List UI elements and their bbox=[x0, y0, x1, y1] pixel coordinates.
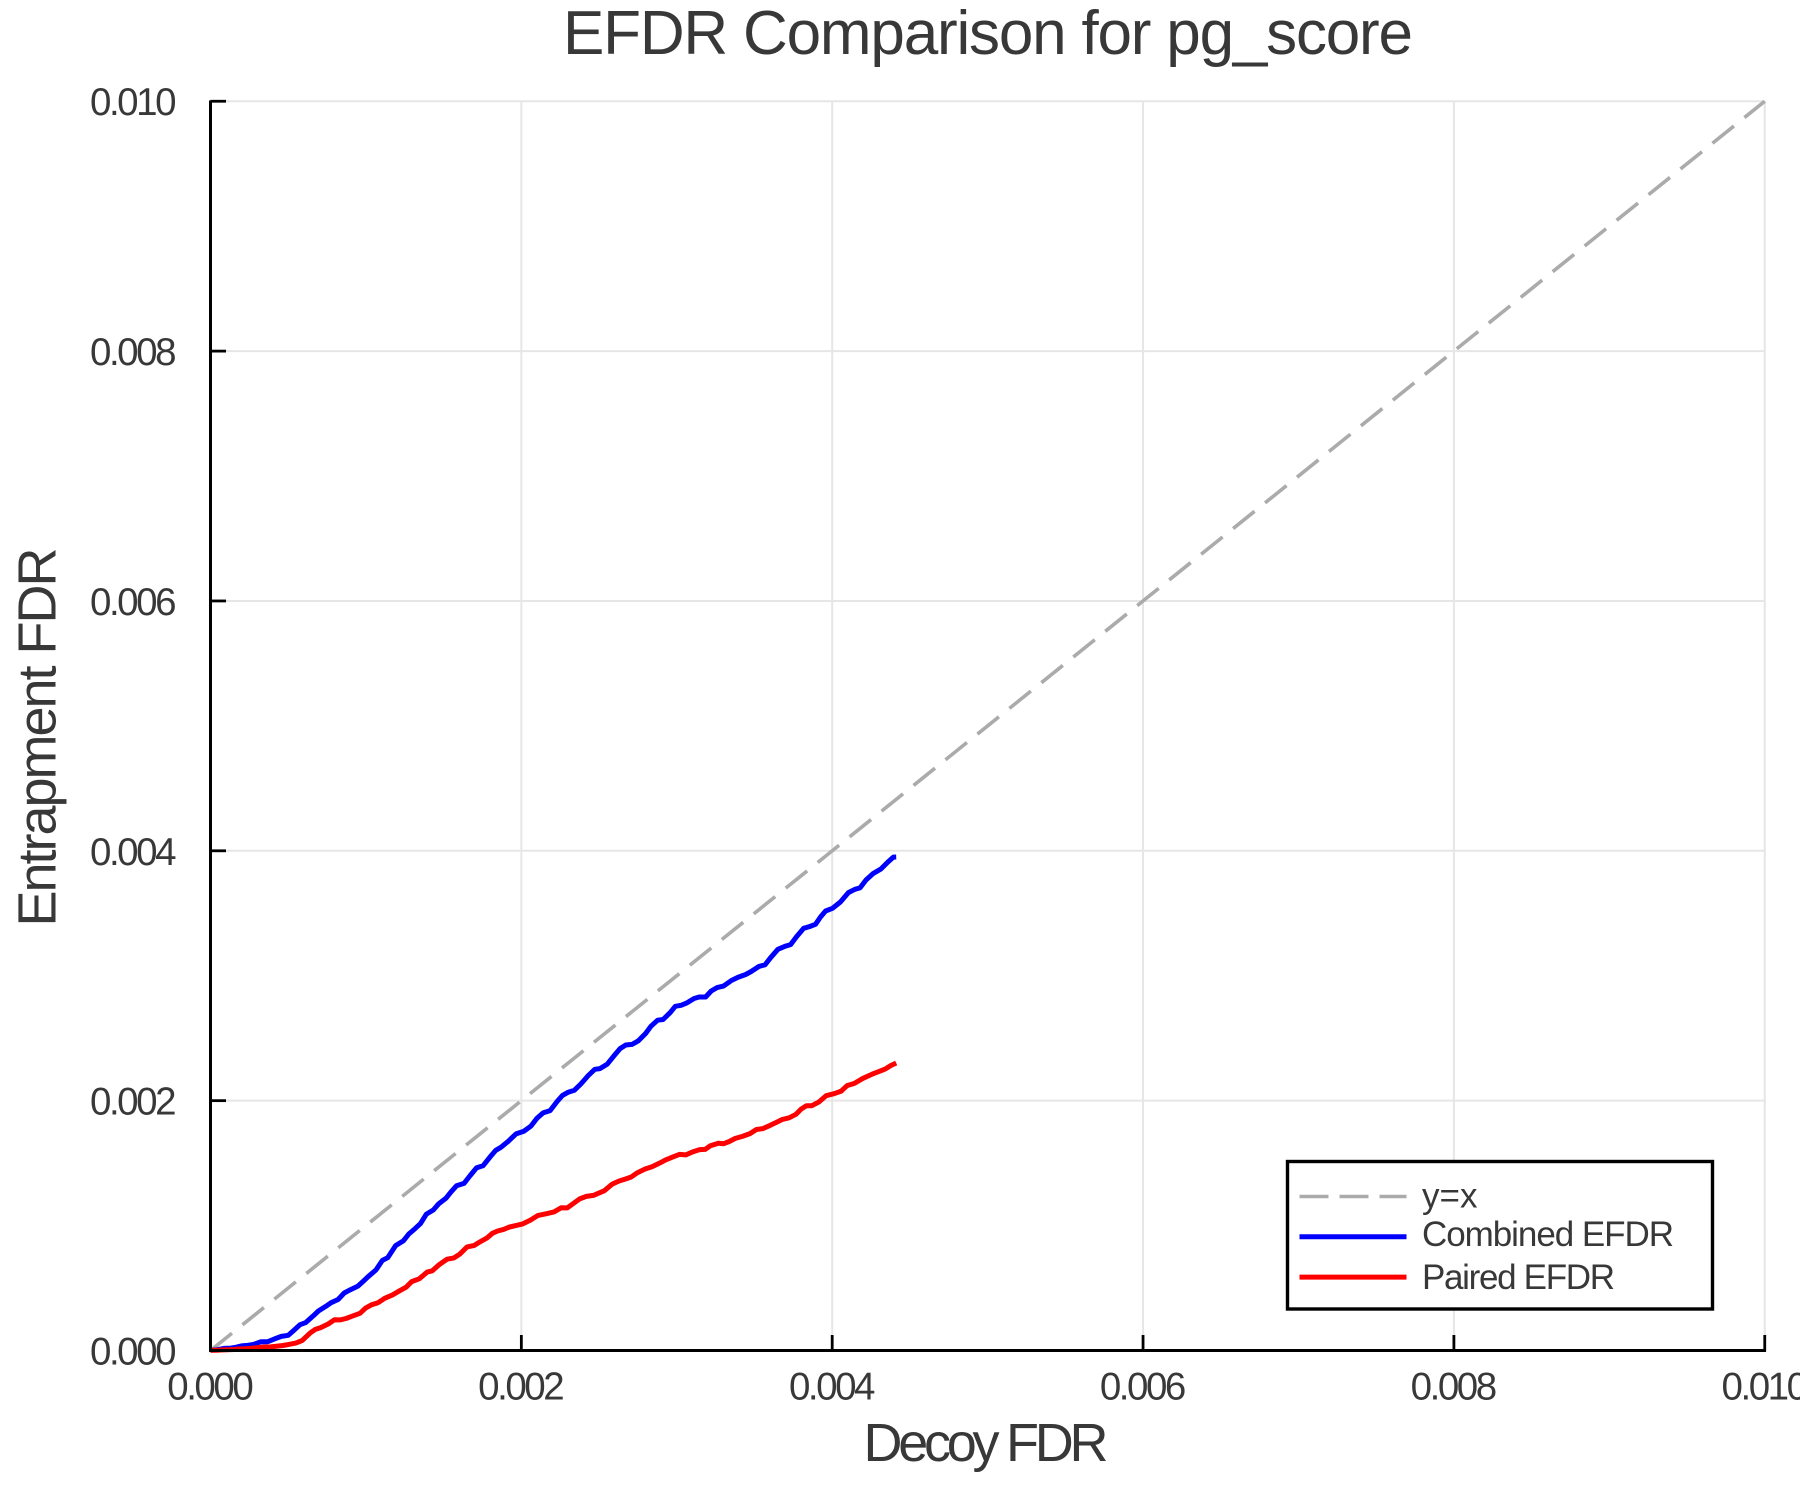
svg-text:0.004: 0.004 bbox=[90, 831, 177, 874]
svg-text:0.000: 0.000 bbox=[90, 1331, 177, 1374]
svg-text:Combined EFDR: Combined EFDR bbox=[1422, 1215, 1674, 1254]
svg-text:Decoy FDR: Decoy FDR bbox=[864, 1413, 1109, 1473]
svg-text:0.002: 0.002 bbox=[478, 1365, 565, 1408]
svg-text:0.008: 0.008 bbox=[1411, 1365, 1498, 1408]
svg-text:0.002: 0.002 bbox=[90, 1081, 177, 1124]
svg-text:0.000: 0.000 bbox=[167, 1365, 254, 1408]
svg-text:Entrapment FDR: Entrapment FDR bbox=[8, 548, 68, 927]
svg-text:0.004: 0.004 bbox=[789, 1365, 876, 1408]
svg-text:0.010: 0.010 bbox=[90, 81, 177, 124]
svg-text:0.010: 0.010 bbox=[1722, 1365, 1800, 1408]
svg-text:y=x: y=x bbox=[1422, 1177, 1478, 1216]
svg-text:0.006: 0.006 bbox=[90, 581, 177, 624]
svg-text:Paired EFDR: Paired EFDR bbox=[1422, 1258, 1615, 1297]
svg-text:0.008: 0.008 bbox=[90, 331, 177, 374]
svg-text:0.006: 0.006 bbox=[1100, 1365, 1187, 1408]
svg-text:EFDR Comparison for pg_score: EFDR Comparison for pg_score bbox=[563, 0, 1413, 68]
